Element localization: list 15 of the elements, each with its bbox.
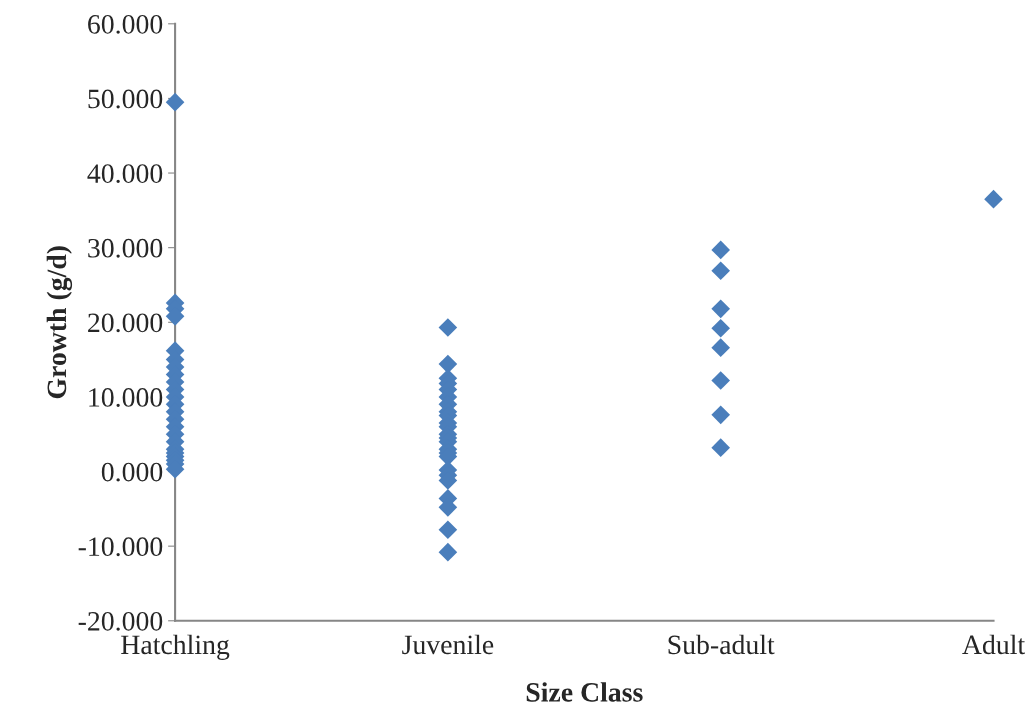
x-tick-label: Sub-adult [668, 634, 775, 655]
x-tick-label: Hatchling [121, 634, 230, 660]
y-tick-label: 50.000 [88, 89, 163, 109]
y-axis-title: Growth (g/d) [46, 246, 73, 399]
y-tick-label: -20.000 [78, 611, 163, 631]
x-axis-title: Size Class [526, 682, 643, 702]
y-tick-label: -10.000 [78, 537, 163, 557]
y-tick-label: 20.000 [88, 313, 163, 333]
x-tick-label: Adult [962, 634, 1025, 655]
y-tick-label: 30.000 [88, 238, 163, 258]
y-tick-label: 10.000 [89, 388, 163, 407]
y-tick-label: 0.000 [101, 462, 163, 482]
y-tick-label: 40.000 [87, 164, 163, 184]
x-tick-label: Juvenile [402, 634, 494, 655]
y-tick-label: 60.000 [88, 14, 163, 34]
